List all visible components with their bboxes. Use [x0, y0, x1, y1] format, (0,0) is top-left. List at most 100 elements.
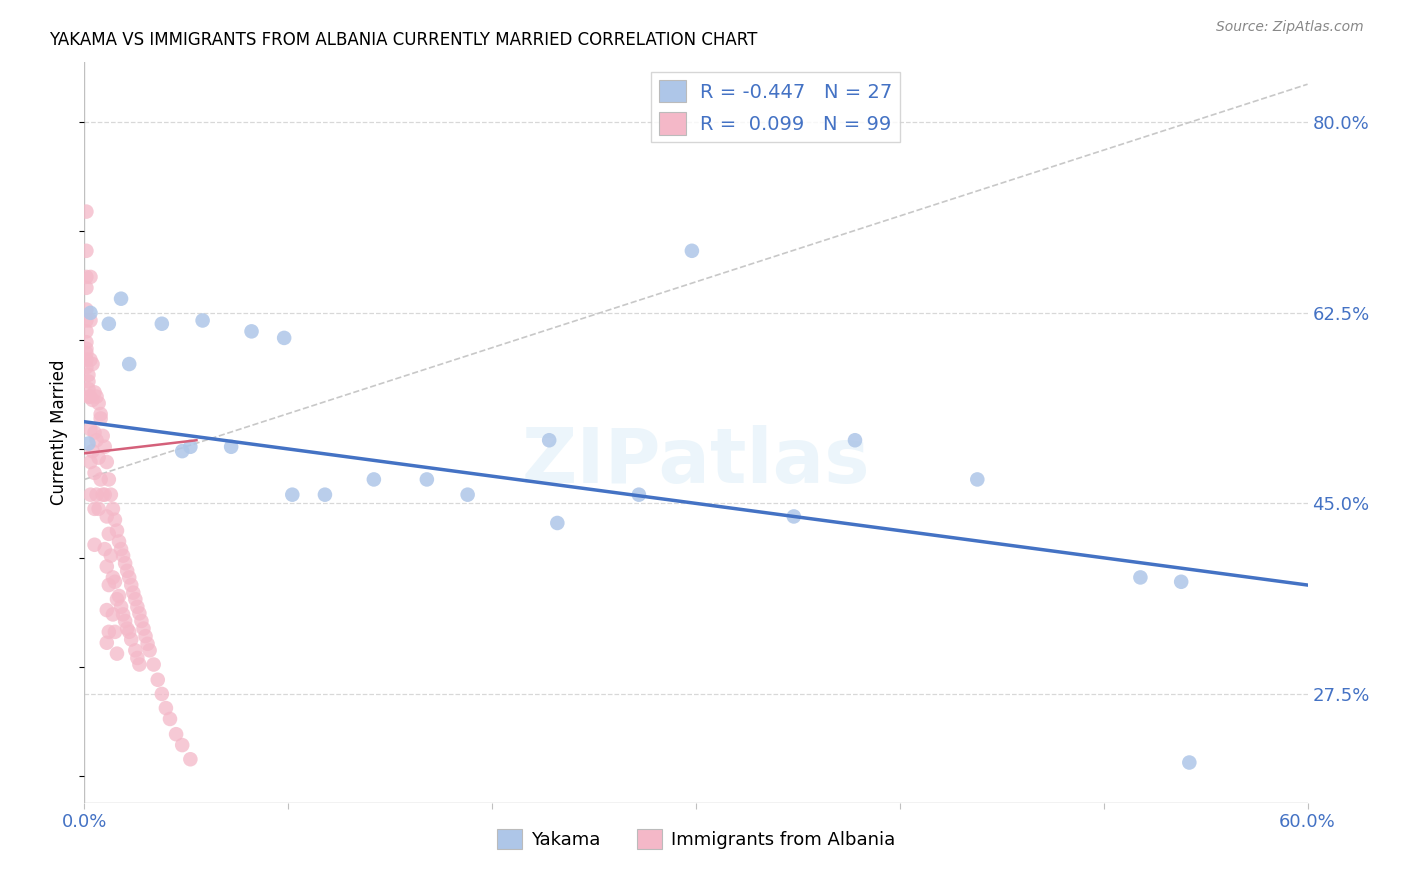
Point — [120, 632, 142, 647]
Point — [132, 622, 155, 636]
Point — [146, 673, 169, 687]
Text: ZIPatlas: ZIPatlas — [522, 425, 870, 500]
Point — [93, 542, 115, 557]
Point — [77, 375, 100, 389]
Point — [91, 429, 114, 443]
Point — [1170, 574, 1192, 589]
Point — [120, 578, 142, 592]
Point — [79, 306, 101, 320]
Point — [75, 324, 97, 338]
Point — [844, 434, 866, 448]
Y-axis label: Currently Married: Currently Married — [51, 359, 69, 506]
Point — [314, 488, 336, 502]
Point — [110, 542, 132, 557]
Point — [127, 599, 149, 614]
Point — [115, 564, 138, 578]
Point — [110, 599, 132, 614]
Point — [1129, 570, 1152, 584]
Point — [93, 440, 115, 454]
Point — [150, 687, 173, 701]
Point — [100, 549, 122, 563]
Point — [240, 324, 263, 338]
Point — [75, 360, 97, 375]
Point — [115, 622, 138, 636]
Point — [90, 407, 112, 421]
Point — [79, 455, 101, 469]
Point — [90, 411, 112, 425]
Point — [101, 501, 124, 516]
Point — [136, 637, 159, 651]
Point — [96, 455, 118, 469]
Point — [179, 440, 201, 454]
Point — [172, 738, 194, 752]
Point — [97, 624, 120, 639]
Point — [457, 488, 479, 502]
Point — [86, 390, 108, 404]
Point — [96, 559, 118, 574]
Point — [77, 390, 100, 404]
Point — [110, 292, 132, 306]
Point — [273, 331, 295, 345]
Point — [93, 488, 115, 502]
Point — [124, 643, 146, 657]
Point — [97, 527, 120, 541]
Point — [112, 607, 135, 622]
Point — [83, 385, 105, 400]
Point — [142, 657, 165, 672]
Point — [783, 509, 806, 524]
Point — [83, 466, 105, 480]
Point — [172, 444, 194, 458]
Point — [82, 392, 104, 407]
Point — [97, 472, 120, 486]
Point — [86, 488, 108, 502]
Point — [79, 313, 101, 327]
Point — [104, 513, 127, 527]
Point — [77, 436, 100, 450]
Point — [79, 269, 101, 284]
Text: Source: ZipAtlas.com: Source: ZipAtlas.com — [1216, 21, 1364, 34]
Point — [127, 651, 149, 665]
Point — [79, 352, 101, 367]
Point — [131, 614, 153, 628]
Point — [96, 509, 118, 524]
Point — [114, 556, 136, 570]
Point — [87, 396, 110, 410]
Point — [627, 488, 650, 502]
Point — [128, 657, 150, 672]
Point — [416, 472, 439, 486]
Point — [118, 570, 141, 584]
Point — [75, 244, 97, 258]
Point — [124, 592, 146, 607]
Point — [75, 352, 97, 367]
Point — [75, 313, 97, 327]
Point — [159, 712, 181, 726]
Point — [90, 472, 112, 486]
Point — [1178, 756, 1201, 770]
Point — [79, 390, 101, 404]
Point — [118, 624, 141, 639]
Point — [79, 488, 101, 502]
Point — [83, 501, 105, 516]
Point — [100, 488, 122, 502]
Point — [155, 701, 177, 715]
Point — [79, 422, 101, 436]
Point — [105, 647, 128, 661]
Point — [97, 317, 120, 331]
Point — [104, 574, 127, 589]
Point — [219, 440, 242, 454]
Point — [114, 614, 136, 628]
Point — [128, 607, 150, 621]
Point — [108, 589, 131, 603]
Point — [281, 488, 304, 502]
Legend: Yakama, Immigrants from Albania: Yakama, Immigrants from Albania — [489, 822, 903, 856]
Point — [101, 570, 124, 584]
Point — [75, 342, 97, 356]
Point — [538, 434, 561, 448]
Point — [75, 346, 97, 360]
Point — [75, 269, 97, 284]
Point — [101, 607, 124, 622]
Point — [363, 472, 385, 486]
Point — [97, 578, 120, 592]
Point — [75, 204, 97, 219]
Point — [546, 516, 568, 530]
